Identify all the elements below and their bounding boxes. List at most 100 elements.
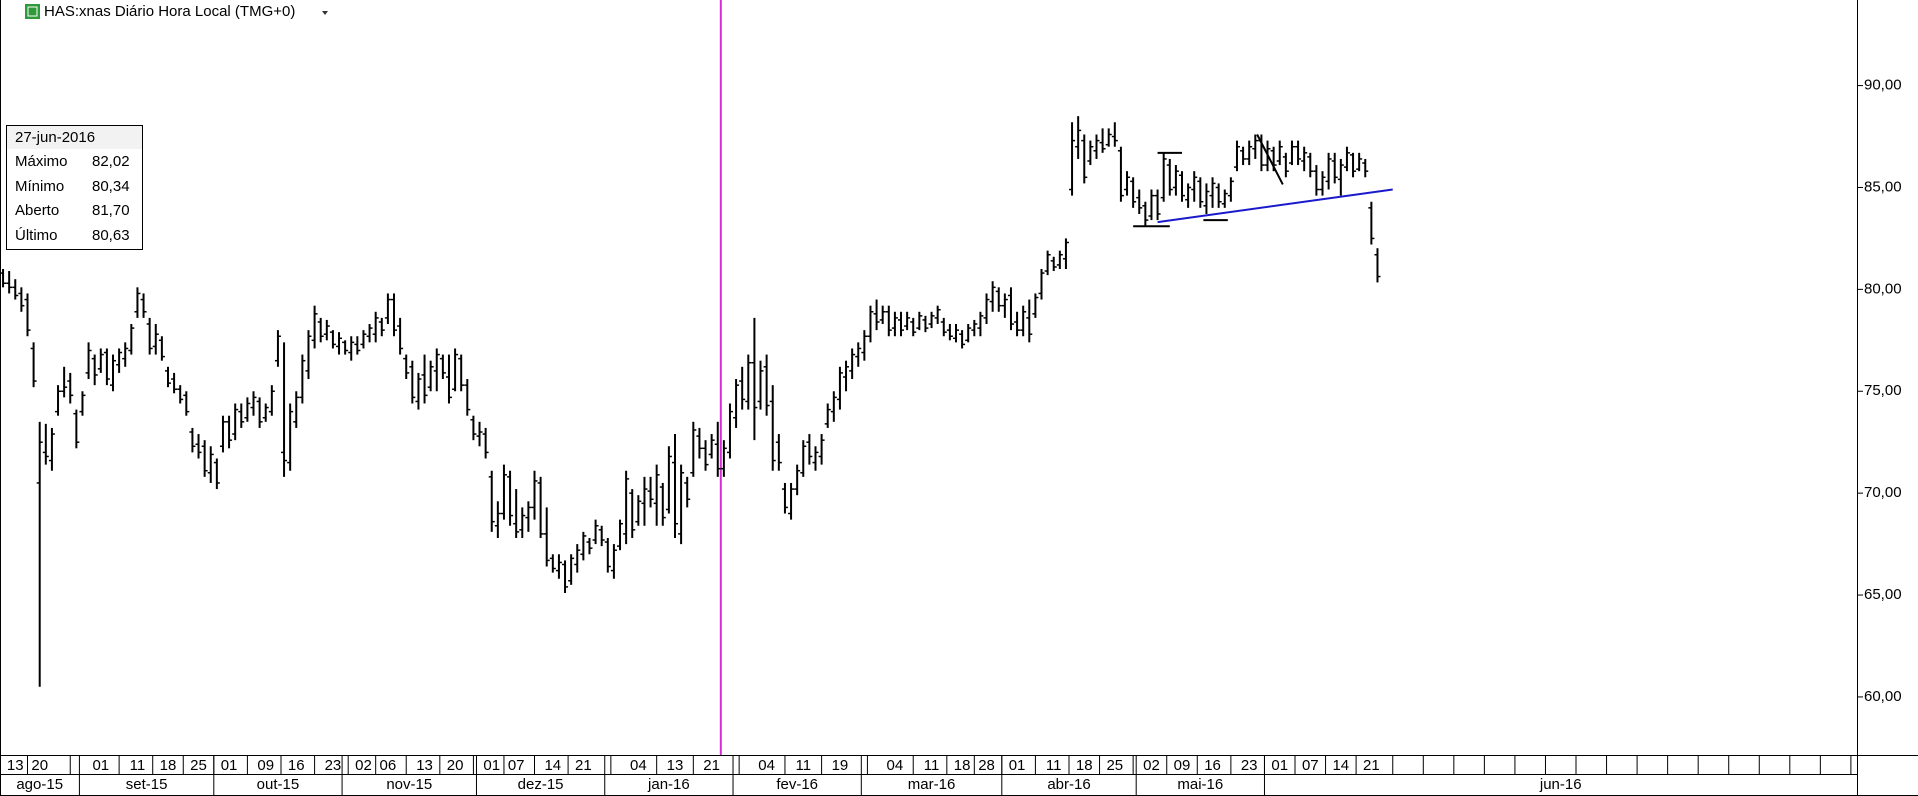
ohlc-bar [1111,122,1118,147]
ohlc-bar [268,385,275,416]
ohlc-bar [959,330,966,349]
x-tick-label: 04 [630,757,647,774]
ohlc-bar [623,470,630,545]
ohlc-bar [928,311,935,329]
ohlc-bar [1246,140,1253,166]
info-value: 80,63 [92,227,130,244]
ohlc-bar [1117,146,1124,202]
header-dropdown-caret[interactable] [322,11,328,15]
ohlc-bar [1350,152,1357,178]
ohlc-bar [122,342,129,367]
ohlc-bar [12,279,19,300]
ohlc-bar [427,360,434,392]
ohlc-bar [494,501,501,538]
month-label: abr-16 [1047,776,1090,793]
header[interactable]: HAS:xnas Diário Hora Local (TMG+0) [25,3,328,20]
ohlc-bar [818,434,825,465]
ohlc-bar [946,324,953,341]
ohlc-bar [1075,116,1082,159]
ohlc-bar [42,423,49,465]
x-tick-label: 07 [508,757,525,774]
x-tick-label: 21 [703,757,720,774]
month-label: out-15 [257,776,300,793]
ohlc-bar [250,391,257,416]
header-icon [25,4,40,19]
ohlc-bar [1337,158,1344,196]
ohlc-bar [690,421,697,477]
ohlc-bar [1020,305,1027,337]
ohlc-bar [409,360,416,404]
ohlc-bar [1227,177,1234,202]
ohlc-bar [232,403,239,441]
ohlc-bar [397,317,404,355]
ohlc-bar [940,317,947,337]
ohlc-bar [604,537,611,573]
ohlc-bar [281,342,288,477]
ohlc-bar [73,409,80,449]
ohlc-bar [458,354,465,392]
x-tick-label: 04 [758,757,775,774]
ohlc-bar [977,311,984,337]
x-tick-label: 18 [954,757,971,774]
ohlc-bar [806,434,813,465]
drawing-line [1157,188,1393,224]
ohlc-bar [256,397,263,428]
plot-area [0,0,1393,755]
x-tick-label: 13 [7,757,24,774]
info-value: 80,34 [92,178,130,195]
ohlc-bar [1007,287,1014,331]
ohlc-bar [995,287,1002,312]
ohlc-bar [916,311,923,331]
ohlc-bar [403,354,410,380]
ohlc-bar [1001,293,1008,318]
ohlc-bar [934,305,941,325]
ohlc-bar [531,470,538,520]
ohlc-bar [812,446,819,471]
ohlc-bar [177,385,184,404]
x-tick-label: 11 [795,757,811,774]
ohlc-bar [85,342,92,380]
ohlc-bar [574,544,581,573]
ohlc-bar [61,366,68,398]
month-label: dez-15 [518,776,564,793]
ohlc-bar [201,440,208,477]
ohlc-bar [195,434,202,459]
ohlc-bar [714,421,721,477]
ohlc-bar [555,554,562,579]
ohlc-bar [910,317,917,337]
x-tick-label: 25 [1106,757,1123,774]
ohlc-bar [189,427,196,453]
ohlc-bar [1014,311,1021,337]
x-tick-label: 28 [978,757,995,774]
x-tick-label: 13 [667,757,684,774]
ohlc-bar [610,544,617,579]
ohlc-bar [164,366,171,388]
ohlc-bar [855,342,862,367]
ohlc-bar [1313,165,1320,196]
ohlc-bar [342,340,349,355]
ohlc-bar [519,507,526,538]
drawing-line [1256,134,1284,185]
ohlc-bar [30,342,37,388]
ohlc-bar [1215,183,1222,208]
ohlc-bar [439,354,446,380]
ohlc-bar [867,305,874,343]
y-tick-label: 65,00 [1864,586,1902,603]
info-label: Máximo [15,153,68,170]
ohlc-bar [415,372,422,410]
header-title: HAS:xnas Diário Hora Local (TMG+0) [44,3,295,20]
ohlc-bar [226,415,233,449]
ohlc-bar [48,427,55,471]
ohlc-bar [97,348,104,373]
month-label: ago-15 [16,776,63,793]
ohlc-bar [183,391,190,416]
ohlc-bar [513,489,520,538]
ohlc-bar [1142,201,1149,227]
ohlc-bar [470,415,477,441]
ohlc-bar [360,330,367,349]
ohlc-bar [18,287,25,312]
ohlc-bar [476,421,483,447]
x-tick-label: 20 [447,757,464,774]
